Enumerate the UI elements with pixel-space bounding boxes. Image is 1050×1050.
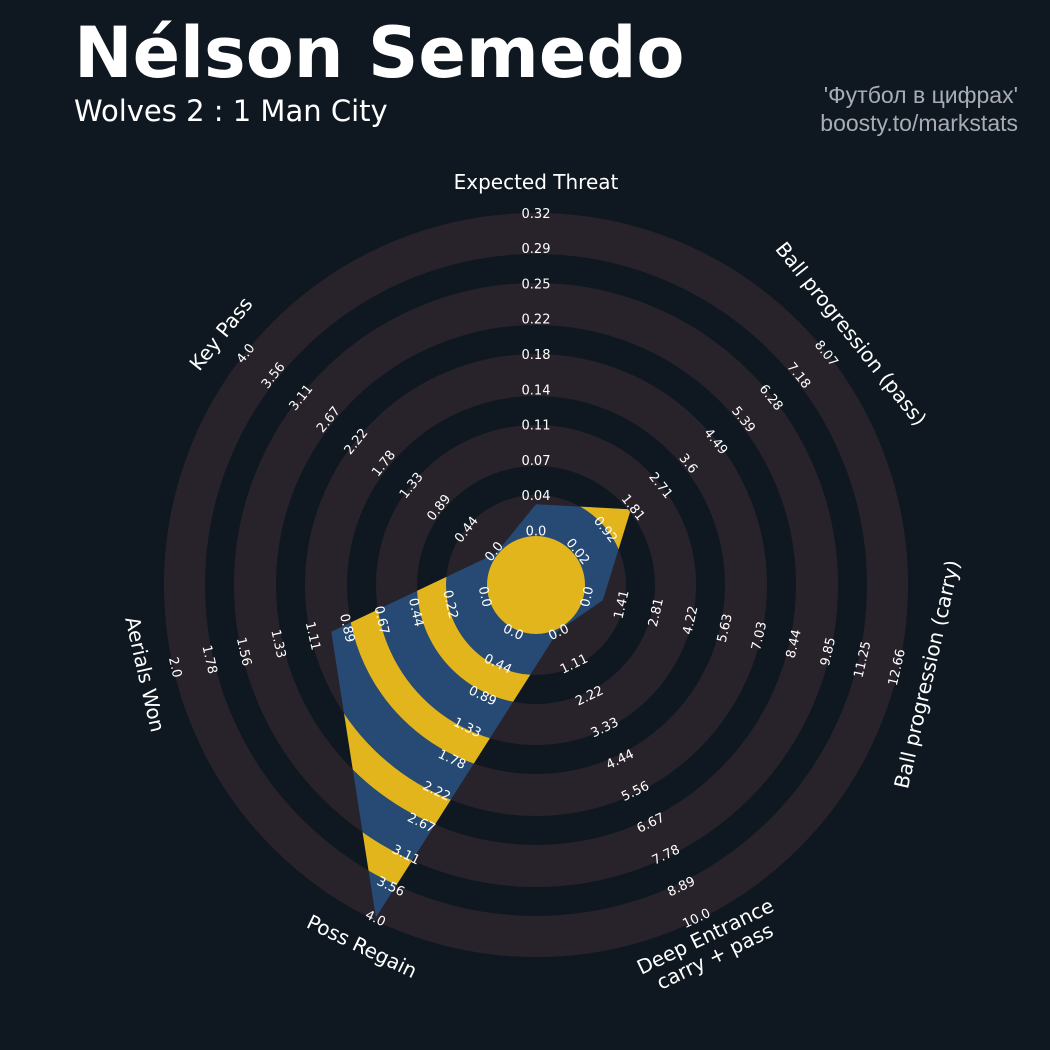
tick-label: 0.07: [522, 454, 551, 469]
tick-label: 0.0: [526, 525, 547, 540]
tick-label: 7.03: [749, 620, 770, 652]
ring-band-1: [376, 425, 696, 745]
tick-label: 0.25: [522, 277, 551, 292]
tick-label: 0.0: [475, 585, 494, 609]
ring-band-3: [234, 283, 838, 887]
tick-label: 0.32: [522, 207, 551, 222]
center-circle: [487, 536, 585, 634]
tick-label: 1.56: [233, 636, 254, 668]
tick-label: 0.44: [405, 597, 426, 629]
tick-label: 2.0: [165, 656, 184, 680]
tick-label: 0.22: [522, 313, 551, 328]
tick-label: 0.22: [439, 589, 460, 621]
tick-label: 0.89: [336, 612, 357, 644]
tick-label: 1.78: [198, 644, 219, 676]
player-name-title: Nélson Semedo: [74, 12, 685, 94]
param-label-line: Aerials Won: [121, 614, 171, 734]
tick-label: 5.63: [715, 612, 736, 644]
tick-label: 0.11: [522, 419, 551, 434]
tick-label: 0.04: [522, 489, 551, 504]
tick-label: 0.0: [578, 585, 597, 609]
tick-label: 2.81: [646, 597, 667, 629]
tick-label: 1.41: [612, 589, 633, 621]
param-label: Expected Threat: [454, 170, 619, 194]
tick-label: 1.11: [302, 620, 323, 652]
ring-band-4: [164, 213, 908, 957]
param-label-line: Expected Threat: [454, 170, 619, 194]
param-label: Aerials Won: [121, 614, 171, 734]
match-subtitle: Wolves 2 : 1 Man City: [74, 94, 388, 128]
tick-label: 9.85: [818, 636, 839, 668]
tick-label: 1.33: [267, 628, 288, 660]
credit-link: boosty.to/markstats: [820, 110, 1018, 136]
tick-label: 4.22: [680, 605, 701, 637]
tick-label: 8.44: [784, 628, 805, 660]
tick-label: 0.67: [371, 605, 392, 637]
tick-label: 0.14: [522, 383, 551, 398]
tick-label: 0.29: [522, 242, 551, 257]
tick-label: 0.18: [522, 348, 551, 363]
credit-channel: 'Футбол в цифрах': [823, 82, 1018, 108]
ring-band-2: [305, 354, 767, 816]
